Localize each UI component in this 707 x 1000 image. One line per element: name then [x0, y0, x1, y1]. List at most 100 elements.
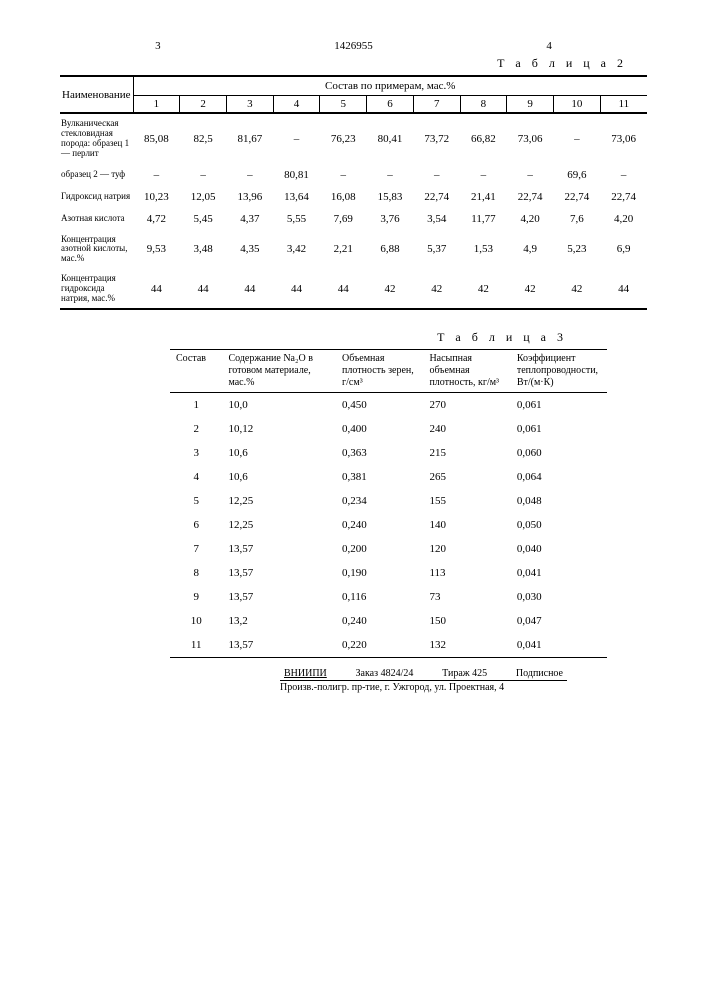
footer-addr: Произв.-полигр. пр-тие, г. Ужгород, ул. … — [280, 681, 567, 693]
t2-cell: 44 — [226, 269, 273, 309]
t2-cell: 76,23 — [320, 113, 367, 164]
t2-col-5: 5 — [320, 96, 367, 114]
t2-row-label: Вулканическая стекловидная порода: образ… — [60, 113, 133, 164]
t2-cell: – — [600, 164, 647, 186]
t2-cell: – — [180, 164, 227, 186]
t2-col-10: 10 — [554, 96, 601, 114]
t3-cell: 13,57 — [222, 633, 336, 658]
t3-cell: 0,061 — [511, 392, 607, 417]
t2-cell: – — [507, 164, 554, 186]
t2-row-label: образец 2 — туф — [60, 164, 133, 186]
t2-cell: 81,67 — [226, 113, 273, 164]
t2-cell: 10,23 — [133, 186, 180, 208]
patent-number: 1426955 — [256, 40, 452, 52]
t2-cell: 7,6 — [554, 208, 601, 230]
t3-cell: 7 — [170, 537, 222, 561]
t3-cell: 12,25 — [222, 489, 336, 513]
page-header: 3 1426955 4 — [60, 40, 647, 52]
t2-cell: 5,55 — [273, 208, 320, 230]
t2-cell: 22,74 — [413, 186, 460, 208]
t3-cell: 5 — [170, 489, 222, 513]
t3-header: Коэффициент теплопроводности, Вт/(м·К) — [511, 349, 607, 392]
t2-col-1: 1 — [133, 96, 180, 114]
t2-cell: 5,45 — [180, 208, 227, 230]
t2-cell: 2,21 — [320, 230, 367, 270]
t3-cell: 0,400 — [336, 417, 423, 441]
t2-col-11: 11 — [600, 96, 647, 114]
t2-col-2: 2 — [180, 96, 227, 114]
footer-sub: Подписное — [516, 668, 563, 679]
t2-cell: 85,08 — [133, 113, 180, 164]
t3-cell: 3 — [170, 441, 222, 465]
t2-cell: 44 — [133, 269, 180, 309]
t3-cell: 120 — [423, 537, 510, 561]
t2-cell: 21,41 — [460, 186, 507, 208]
t3-cell: 10,0 — [222, 392, 336, 417]
t2-cell: 22,74 — [600, 186, 647, 208]
t2-cell: 73,72 — [413, 113, 460, 164]
t3-cell: 215 — [423, 441, 510, 465]
t3-cell: 113 — [423, 561, 510, 585]
t2-row-label: Концентрация азотной кислоты, мас.% — [60, 230, 133, 270]
table-2: Наименование Состав по примерам, мас.% 1… — [60, 75, 647, 310]
footer-order: Заказ 4824/24 — [356, 668, 414, 679]
t2-cell: 16,08 — [320, 186, 367, 208]
t2-cell: – — [133, 164, 180, 186]
t2-row-label: Азотная кислота — [60, 208, 133, 230]
t3-cell: 0,041 — [511, 561, 607, 585]
table3-label: Т а б л и ц а 3 — [60, 330, 567, 345]
t3-cell: 12,25 — [222, 513, 336, 537]
t2-cell: 82,5 — [180, 113, 227, 164]
t3-cell: 150 — [423, 609, 510, 633]
t2-cell: 3,42 — [273, 230, 320, 270]
t2-cell: 44 — [273, 269, 320, 309]
t2-cell: 42 — [460, 269, 507, 309]
t3-cell: 0,240 — [336, 513, 423, 537]
t3-cell: 13,57 — [222, 561, 336, 585]
footer-tirazh: Тираж 425 — [442, 668, 487, 679]
t3-cell: 13,57 — [222, 537, 336, 561]
t2-cell: 5,23 — [554, 230, 601, 270]
t3-cell: 0,060 — [511, 441, 607, 465]
t3-cell: 8 — [170, 561, 222, 585]
t3-header: Содержание Na₂O в готовом материале, мас… — [222, 349, 336, 392]
t3-cell: 270 — [423, 392, 510, 417]
t2-cell: 22,74 — [507, 186, 554, 208]
t3-cell: 0,220 — [336, 633, 423, 658]
t3-cell: 13,57 — [222, 585, 336, 609]
t2-cell: 4,9 — [507, 230, 554, 270]
t3-cell: 240 — [423, 417, 510, 441]
t2-col-6: 6 — [367, 96, 414, 114]
t3-header: Насыпная объемная плотность, кг/м³ — [423, 349, 510, 392]
table2-label: Т а б л и ц а 2 — [60, 56, 627, 71]
t2-cell: 22,74 — [554, 186, 601, 208]
t3-cell: 0,363 — [336, 441, 423, 465]
t2-span-header: Состав по примерам, мас.% — [133, 76, 647, 96]
t3-cell: 1 — [170, 392, 222, 417]
t3-cell: 0,040 — [511, 537, 607, 561]
t2-cell: 3,48 — [180, 230, 227, 270]
t3-cell: 6 — [170, 513, 222, 537]
t3-cell: 155 — [423, 489, 510, 513]
t3-cell: 140 — [423, 513, 510, 537]
t2-col-3: 3 — [226, 96, 273, 114]
page-right: 4 — [451, 40, 647, 52]
t3-cell: 0,030 — [511, 585, 607, 609]
t2-row-label: Концентрация гидроксида натрия, мас.% — [60, 269, 133, 309]
t2-cell: – — [413, 164, 460, 186]
t3-cell: 0,048 — [511, 489, 607, 513]
t2-cell: – — [226, 164, 273, 186]
t2-cell: 42 — [507, 269, 554, 309]
t3-cell: 0,240 — [336, 609, 423, 633]
t2-cell: 42 — [554, 269, 601, 309]
t2-col-7: 7 — [413, 96, 460, 114]
t3-cell: 4 — [170, 465, 222, 489]
table-3: СоставСодержание Na₂O в готовом материал… — [170, 349, 607, 658]
t2-cell: 4,35 — [226, 230, 273, 270]
t2-cell: – — [273, 113, 320, 164]
t3-cell: 13,2 — [222, 609, 336, 633]
t2-cell: 12,05 — [180, 186, 227, 208]
t2-cell: 42 — [413, 269, 460, 309]
t2-cell: 4,72 — [133, 208, 180, 230]
t2-name-header: Наименование — [60, 76, 133, 113]
